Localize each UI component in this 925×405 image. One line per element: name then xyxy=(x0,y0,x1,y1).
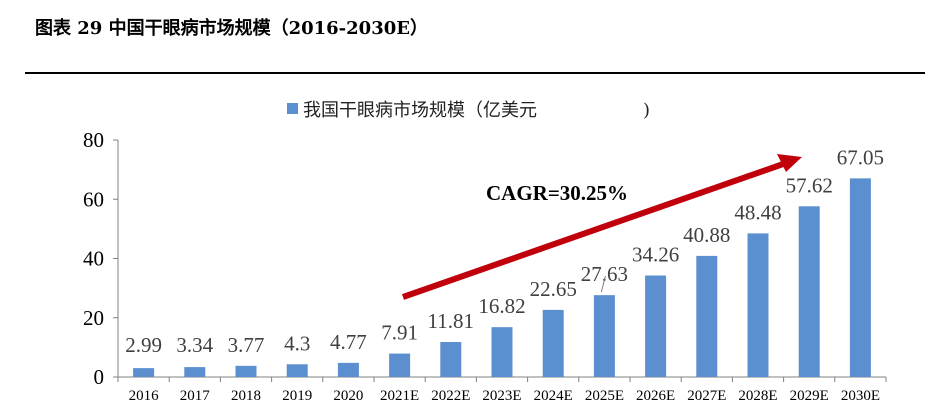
y-tick-label: 60 xyxy=(83,187,104,211)
data-label: 67.05 xyxy=(837,145,884,169)
data-label-leader xyxy=(600,275,606,293)
bar xyxy=(593,295,615,377)
cagr-arrow-shaft xyxy=(402,160,787,300)
x-tick-label: 2028E xyxy=(738,388,777,404)
data-label: 48.48 xyxy=(734,200,781,224)
x-tick-label: 2016 xyxy=(129,388,160,404)
bar xyxy=(747,233,769,377)
bar xyxy=(133,368,155,377)
x-tick-label: 2022E xyxy=(431,388,470,404)
data-label: 11.81 xyxy=(428,309,474,333)
bar xyxy=(491,327,513,377)
x-tick-label: 2030E xyxy=(841,388,880,404)
bar xyxy=(645,275,667,377)
cagr-label: CAGR=30.25% xyxy=(486,181,628,205)
y-tick-label: 0 xyxy=(94,365,105,389)
data-label: 2.99 xyxy=(125,333,162,357)
data-label: 27.63 xyxy=(581,262,628,286)
legend-label: 我国干眼病市场规模（亿美元 xyxy=(303,100,537,121)
x-tick-label: 2026E xyxy=(636,388,675,404)
x-tick-label: 2029E xyxy=(790,388,829,404)
x-tick-label: 2023E xyxy=(482,388,521,404)
data-label: 34.26 xyxy=(632,243,679,267)
data-label: 7.91 xyxy=(381,321,418,345)
data-label: 4.3 xyxy=(284,331,310,355)
title-rule xyxy=(25,72,925,74)
bar xyxy=(849,178,871,377)
data-label: 57.62 xyxy=(786,173,833,197)
chart-legend: 我国干眼病市场规模（亿美元 ) xyxy=(287,100,650,121)
bar xyxy=(440,342,462,377)
y-tick-label: 40 xyxy=(83,247,104,271)
data-label: 4.77 xyxy=(330,330,367,354)
bar xyxy=(542,309,564,377)
bar xyxy=(696,255,718,377)
x-tick-label: 2020 xyxy=(333,388,363,404)
chart-axes: 0 20 40 60 80 2016 2017 2018 2019 2020 2021E 2022E 2… xyxy=(83,128,887,404)
cagr-arrow-head xyxy=(777,154,802,172)
data-label: 3.34 xyxy=(176,333,213,357)
bar xyxy=(798,206,820,377)
x-tick-label: 2018 xyxy=(231,388,261,404)
x-tick-label: 2027E xyxy=(687,388,726,404)
bar xyxy=(286,364,308,377)
bar xyxy=(389,353,411,377)
legend-swatch xyxy=(287,103,298,114)
data-label: 40.88 xyxy=(683,223,730,247)
bar xyxy=(235,365,257,377)
x-tick-label: 2019 xyxy=(282,388,312,404)
y-tick-label: 80 xyxy=(83,128,104,152)
chart-bars xyxy=(133,178,871,377)
data-label: 3.77 xyxy=(228,333,265,357)
data-label: 16.82 xyxy=(478,294,525,318)
x-tick-label: 2024E xyxy=(534,388,573,404)
x-tick-label: 2021E xyxy=(380,388,419,404)
chart-data-labels: 2.99 3.34 3.77 4.3 4.77 7.91 11.8116.8222.6527… xyxy=(125,145,884,357)
x-tick-label: 2017 xyxy=(180,388,211,404)
y-tick-label: 20 xyxy=(83,306,104,330)
legend-label-close-paren: ) xyxy=(643,100,650,121)
x-tick-label: 2025E xyxy=(585,388,624,404)
cagr-annotation: CAGR=30.25% xyxy=(402,154,802,300)
data-label: 22.65 xyxy=(530,277,577,301)
bar xyxy=(184,367,206,377)
bar xyxy=(337,362,359,377)
figure-title: 图表 29 中国干眼病市场规模（2016-2030E） xyxy=(35,18,428,39)
